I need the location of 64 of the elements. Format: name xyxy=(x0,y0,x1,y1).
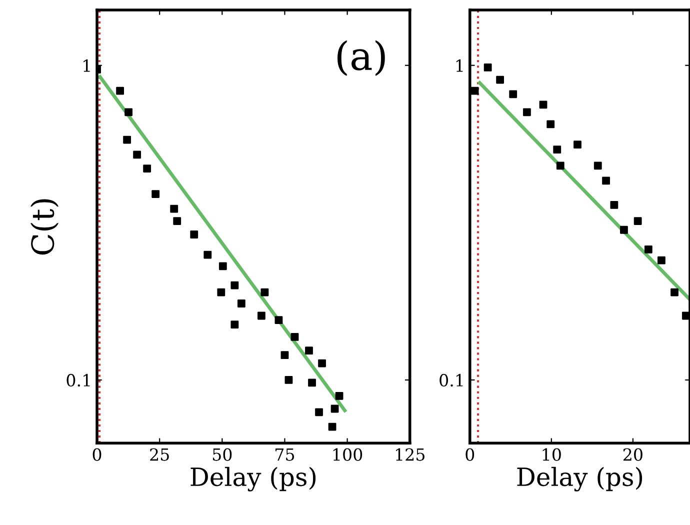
y-tick-label: 1 xyxy=(84,59,90,72)
y-tick-label: 0.1 xyxy=(66,374,90,387)
x-tick-label: 20 xyxy=(623,448,642,461)
point xyxy=(308,378,316,387)
point xyxy=(230,281,239,290)
point xyxy=(509,90,518,98)
point xyxy=(173,217,182,226)
point xyxy=(335,392,344,400)
x-axis-title: Delay (ps) xyxy=(517,466,642,492)
point xyxy=(290,333,299,341)
point xyxy=(670,288,678,296)
point xyxy=(574,140,582,149)
point xyxy=(305,346,313,355)
point xyxy=(274,316,283,324)
point xyxy=(328,422,336,431)
x-tick-label: 50 xyxy=(212,448,232,461)
point xyxy=(484,63,492,72)
point xyxy=(237,300,246,308)
x-tick-label: 75 xyxy=(276,448,294,461)
point xyxy=(152,190,160,198)
point xyxy=(496,76,504,84)
point xyxy=(280,351,289,360)
x-tick-label: 100 xyxy=(333,448,362,461)
x-tick-label: 0 xyxy=(92,448,102,461)
x-tick-label: 0 xyxy=(466,448,474,461)
y-tick-label: 1 xyxy=(456,59,463,72)
point xyxy=(318,359,326,368)
point xyxy=(610,201,618,209)
point xyxy=(284,376,293,384)
point xyxy=(556,162,564,170)
annotation: (a) xyxy=(338,40,385,76)
point xyxy=(658,256,666,264)
point xyxy=(602,176,610,185)
point xyxy=(539,100,548,109)
point xyxy=(644,245,652,254)
point xyxy=(553,146,562,154)
point xyxy=(634,217,642,226)
point xyxy=(217,288,226,296)
y-axis-title: C(t) xyxy=(30,199,58,255)
x-axis-title: Delay (ps) xyxy=(190,466,316,492)
point xyxy=(682,312,690,320)
point xyxy=(204,250,212,259)
x-tick-label: 10 xyxy=(542,448,561,461)
point xyxy=(330,404,339,413)
point xyxy=(594,162,602,170)
y-tick-label: 0.1 xyxy=(440,374,463,387)
point xyxy=(143,164,152,172)
point xyxy=(170,204,178,213)
point xyxy=(315,408,323,416)
point xyxy=(123,136,131,144)
point xyxy=(546,120,555,128)
x-tick-label: 25 xyxy=(150,448,169,461)
point xyxy=(190,230,198,238)
point xyxy=(124,108,132,116)
point xyxy=(620,226,628,234)
point xyxy=(133,150,142,159)
point xyxy=(230,320,239,329)
point xyxy=(260,288,269,296)
point xyxy=(470,86,479,95)
point xyxy=(257,312,266,320)
point xyxy=(523,108,531,116)
x-tick-label: 125 xyxy=(396,448,424,461)
point xyxy=(218,262,227,270)
point xyxy=(116,86,124,95)
